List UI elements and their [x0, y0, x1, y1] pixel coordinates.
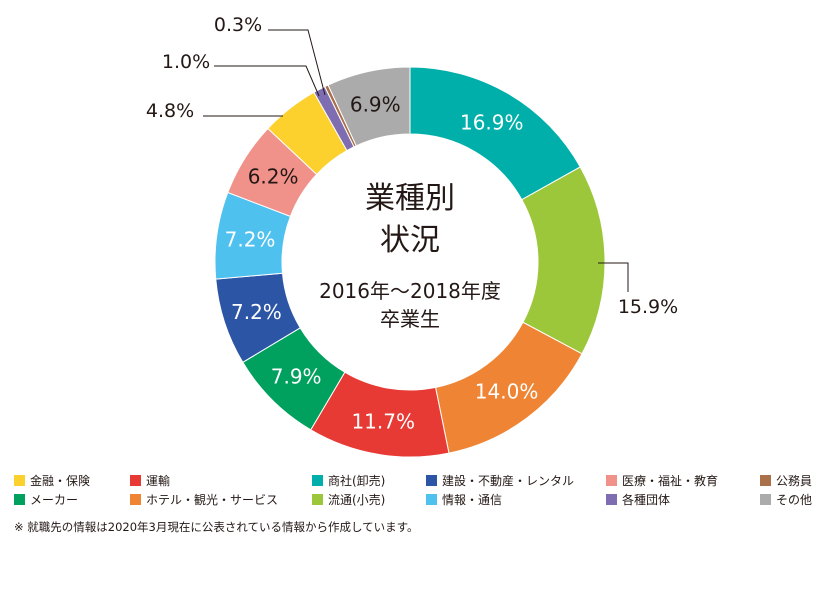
- footnote: ※ 就職先の情報は2020年3月現在に公表されている情報から作成しています。: [14, 520, 419, 534]
- center-title-line-1: 業種別: [365, 181, 455, 216]
- slice-label-9: 1.0%: [162, 51, 210, 73]
- slice-label-2: 14.0%: [475, 379, 539, 403]
- center-subtitle-line-1: 2016年〜2018年度: [319, 279, 501, 303]
- slice-label-6: 7.2%: [225, 228, 276, 252]
- leader-lines: [203, 29, 629, 292]
- slice---11: [327, 66, 411, 147]
- leader-line-10: [268, 29, 326, 96]
- slice-label-10: 0.3%: [214, 14, 262, 36]
- slice-label-4: 7.9%: [271, 365, 322, 389]
- slice-label-11: 6.9%: [350, 92, 401, 116]
- slice-labels: 16.9% 15.9% 14.0% 11.7% 7.9% 7.2% 7.2% 6.2% 4.8%…: [146, 14, 678, 433]
- center-subtitle-line-2: 卒業生: [380, 307, 440, 331]
- slice-label-5: 7.2%: [231, 300, 282, 324]
- slice-label-8: 4.8%: [146, 100, 194, 122]
- center-title-line-2: 状況: [380, 223, 440, 258]
- slice-label-7: 6.2%: [248, 164, 299, 188]
- leader-line-9: [214, 65, 320, 97]
- slice-label-3: 11.7%: [351, 409, 415, 433]
- slice-label-1: 15.9%: [618, 296, 678, 318]
- donut-slices: [214, 66, 606, 458]
- leader-line-1: [598, 262, 629, 292]
- center-text: 業種別 状況 2016年〜2018年度 卒業生: [319, 181, 501, 331]
- slice---1: [521, 166, 606, 355]
- slice-label-0: 16.9%: [460, 111, 524, 135]
